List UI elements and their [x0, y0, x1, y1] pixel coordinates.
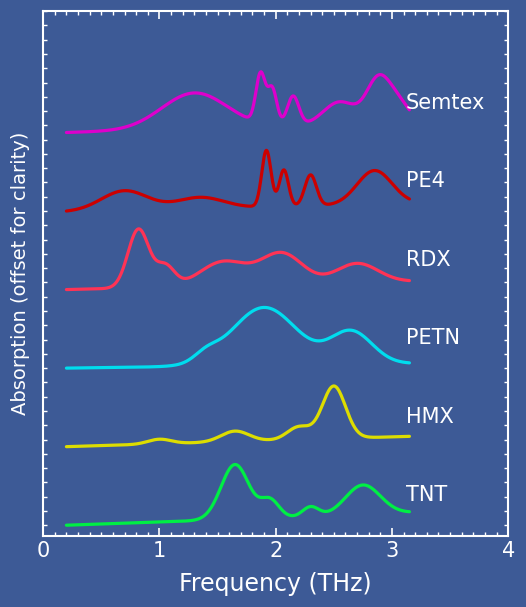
X-axis label: Frequency (THz): Frequency (THz)	[179, 572, 372, 596]
Text: TNT: TNT	[406, 485, 447, 505]
Text: HMX: HMX	[406, 407, 454, 427]
Text: RDX: RDX	[406, 249, 451, 270]
Text: Semtex: Semtex	[406, 92, 485, 112]
Text: PETN: PETN	[406, 328, 460, 348]
Text: PE4: PE4	[406, 171, 445, 191]
Y-axis label: Absorption (offset for clarity): Absorption (offset for clarity)	[11, 132, 30, 415]
